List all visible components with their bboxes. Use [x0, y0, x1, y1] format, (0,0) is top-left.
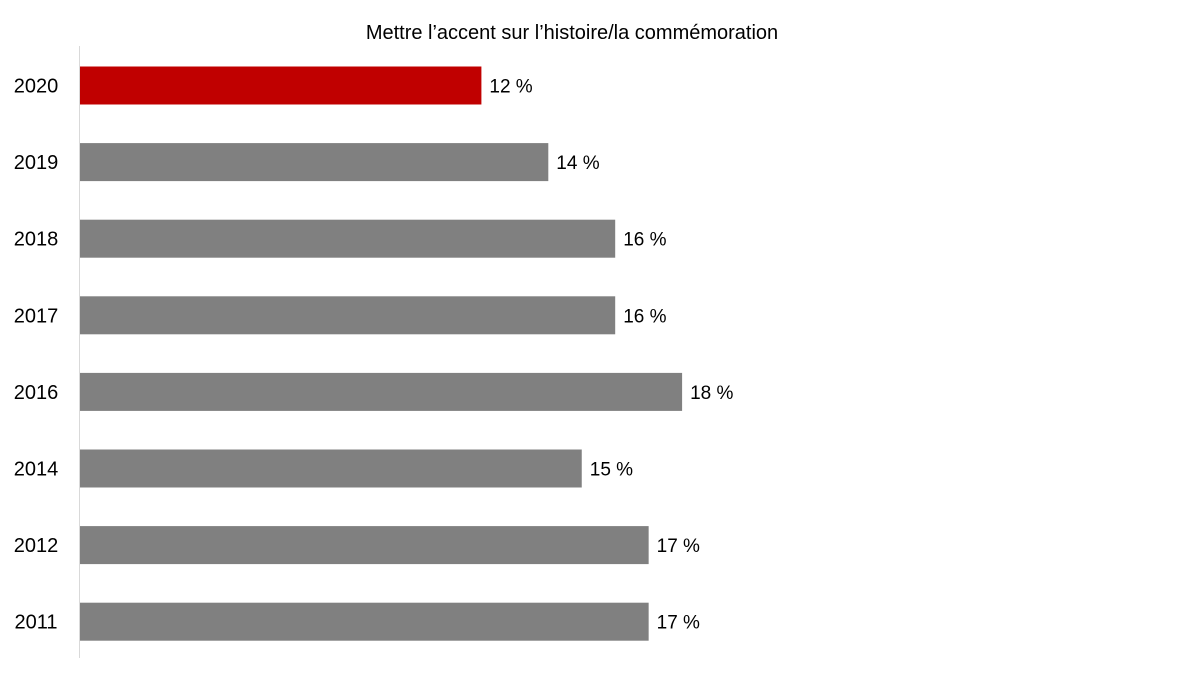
- data-label-2011: 17 %: [657, 613, 700, 634]
- bar-2016: [80, 372, 683, 411]
- data-label-2017: 16 %: [623, 306, 666, 327]
- bar-2018: [80, 219, 616, 258]
- data-label-2018: 16 %: [623, 230, 666, 251]
- bar-2017: [80, 296, 616, 335]
- y-tick-label-2019: 2019: [14, 152, 59, 174]
- data-label-2012: 17 %: [657, 536, 700, 557]
- bar-2020: [80, 66, 482, 105]
- bars-group: 2020 12 % 2019 14 % 2018 16 % 2017 16 % 2016 18 %…: [14, 66, 734, 641]
- bar-2011: [80, 602, 649, 641]
- bar-2014: [80, 449, 582, 488]
- y-tick-label-2014: 2014: [14, 459, 59, 481]
- y-tick-label-2017: 2017: [14, 305, 59, 327]
- data-label-2020: 12 %: [489, 77, 532, 98]
- data-label-2014: 15 %: [590, 460, 633, 481]
- y-tick-label-2018: 2018: [14, 229, 59, 251]
- bar-2019: [80, 143, 549, 182]
- data-label-2019: 14 %: [556, 153, 599, 174]
- y-tick-label-2012: 2012: [14, 535, 59, 557]
- chart-title: Mettre l’accent sur l’histoire/la commém…: [366, 22, 778, 44]
- y-tick-label-2020: 2020: [14, 76, 59, 98]
- data-label-2016: 18 %: [690, 383, 733, 404]
- y-tick-label-2016: 2016: [14, 382, 59, 404]
- y-tick-label-2011: 2011: [14, 612, 57, 634]
- bar-2012: [80, 526, 649, 565]
